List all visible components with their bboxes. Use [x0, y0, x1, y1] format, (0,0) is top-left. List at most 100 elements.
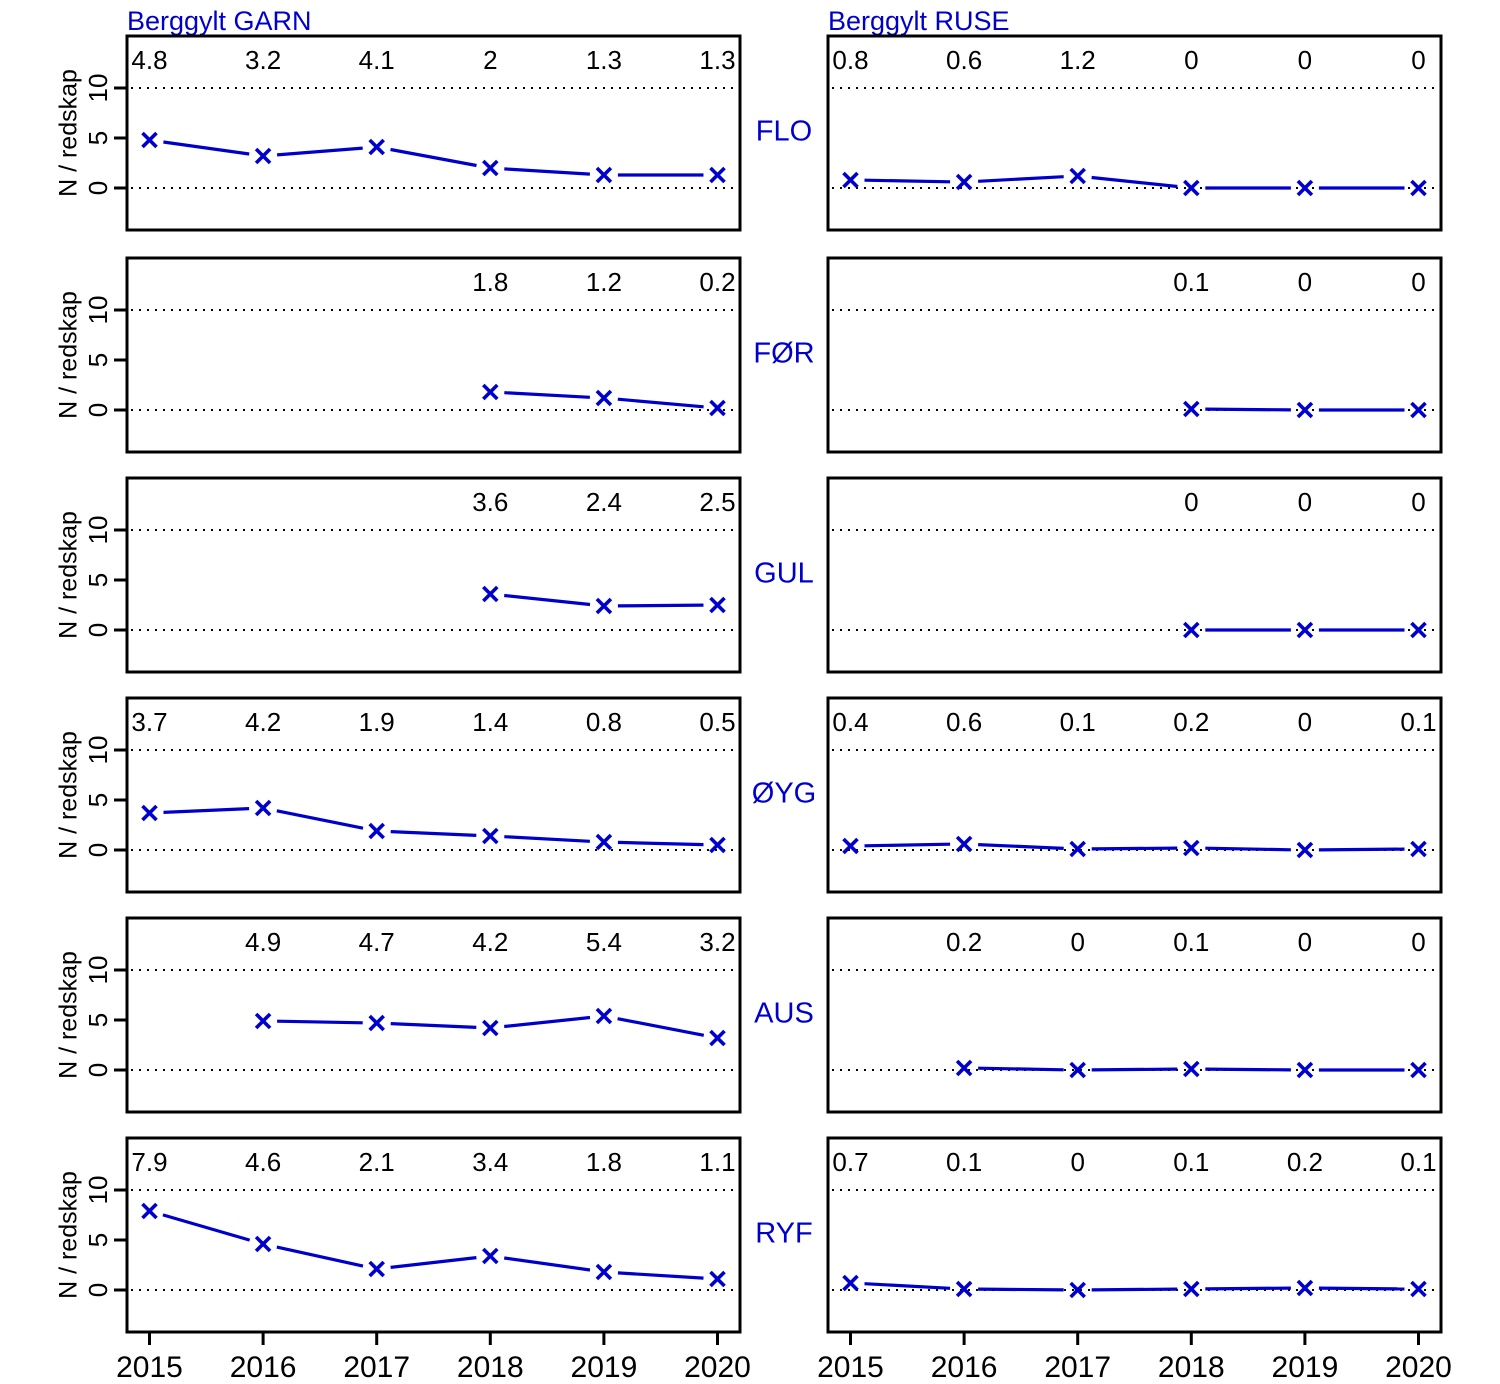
mean-line-segment [1091, 846, 1178, 851]
mean-line-segment [163, 807, 250, 814]
mean-annotation: 0.2 [1173, 707, 1209, 737]
mean-line-segment [978, 1287, 1064, 1292]
mean-annotation: 4.8 [131, 45, 167, 75]
mean-annotation: 1.4 [472, 707, 508, 737]
mean-marker-x [709, 166, 726, 184]
mean-annotation: 2 [483, 45, 497, 75]
mean-annotation: 0.1 [1173, 267, 1209, 297]
mean-annotation: 4.7 [359, 927, 395, 957]
mean-line-segment [1091, 1067, 1178, 1072]
y-tick-label: 5 [83, 1233, 113, 1247]
x-tick-label: 2018 [1158, 1351, 1225, 1384]
mean-annotation: 0 [1411, 927, 1425, 957]
panel-content-GUL-RUSE [1183, 621, 1427, 639]
panel-content-FØR-GARN [482, 383, 726, 417]
mean-marker-x [709, 836, 726, 854]
y-axis-title: N / redskap [55, 731, 83, 859]
mean-line-segment [162, 1213, 251, 1242]
y-axis-title: N / redskap [55, 511, 83, 639]
mean-marker-x [595, 1263, 613, 1281]
mean-line-segment [978, 175, 1064, 183]
mean-line-segment [617, 603, 704, 608]
mean-marker-x [709, 596, 726, 614]
y-tick-label: 10 [83, 74, 113, 103]
mean-annotation: 3.6 [472, 487, 508, 517]
mean-annotation: 0 [1184, 487, 1198, 517]
mean-annotation: 0 [1298, 927, 1312, 957]
mean-annotation: 3.2 [699, 927, 735, 957]
mean-marker-x [1183, 400, 1200, 418]
mean-marker-x [1069, 167, 1086, 185]
panel-border [826, 34, 1443, 232]
mean-annotation: 1.2 [586, 267, 622, 297]
mean-line-segment [864, 1282, 951, 1290]
panel-border [125, 1136, 742, 1334]
mean-marker-x [842, 171, 859, 189]
mean-marker-x [709, 399, 726, 417]
y-tick-label: 10 [83, 296, 113, 325]
mean-annotation: 3.2 [245, 45, 281, 75]
mean-annotation: 3.4 [472, 1147, 508, 1177]
mean-marker-x [482, 585, 499, 603]
mean-marker-x [1410, 840, 1427, 858]
mean-annotation: 4.1 [359, 45, 395, 75]
y-tick-label: 0 [83, 1063, 113, 1077]
y-axis-title: N / redskap [55, 69, 83, 197]
y-tick-label: 5 [83, 1013, 113, 1027]
mean-line-segment [163, 140, 250, 156]
mean-marker-x [141, 1202, 158, 1220]
mean-marker-x [368, 138, 385, 156]
mean-line-segment [276, 809, 364, 830]
mean-marker-x [1410, 179, 1427, 197]
y-tick-label: 0 [83, 1283, 113, 1297]
mean-marker-x [482, 1247, 499, 1265]
y-tick-label: 0 [83, 623, 113, 637]
mean-annotation: 0 [1298, 487, 1312, 517]
mean-marker-x [1296, 179, 1314, 197]
panel-border [826, 476, 1443, 674]
mean-marker-x [254, 1235, 272, 1253]
mean-line-segment [503, 1256, 591, 1272]
mean-annotation: 0.1 [1060, 707, 1096, 737]
panel-content-GUL-GARN [482, 585, 726, 615]
mean-annotation: 0.2 [946, 927, 982, 957]
mean-line-segment [1205, 1067, 1291, 1072]
mean-marker-x [141, 804, 158, 822]
mean-annotation: 1.3 [586, 45, 622, 75]
mean-annotation: 5.4 [586, 927, 622, 957]
panel-border [826, 916, 1443, 1114]
mean-marker-x [1410, 1061, 1427, 1079]
y-tick-label: 0 [83, 403, 113, 417]
mean-annotation: 7.9 [131, 1147, 167, 1177]
mean-marker-x [595, 597, 613, 615]
y-tick-label: 5 [83, 793, 113, 807]
mean-annotation: 0.4 [832, 707, 868, 737]
x-tick-label: 2016 [931, 1351, 998, 1384]
mean-annotation: 4.2 [472, 927, 508, 957]
mean-annotation: 0.1 [946, 1147, 982, 1177]
mean-marker-x [955, 1280, 973, 1298]
x-tick-label: 2018 [457, 1351, 524, 1384]
mean-marker-x [955, 835, 973, 853]
mean-line-segment [617, 1017, 705, 1037]
panel-content-RYF-RUSE [842, 1274, 1427, 1299]
mean-marker-x [1069, 1281, 1086, 1299]
mean-line-segment [1205, 1286, 1291, 1291]
mean-marker-x [1183, 1060, 1200, 1078]
mean-marker-x [1183, 621, 1200, 639]
y-tick-label: 5 [83, 131, 113, 145]
mean-marker-x [254, 799, 272, 817]
mean-annotation: 0 [1070, 927, 1084, 957]
mean-line-segment [504, 835, 590, 843]
mean-marker-x [709, 1029, 726, 1047]
mean-marker-x [482, 1019, 499, 1037]
mean-line-segment [390, 1022, 477, 1029]
x-tick-label: 2017 [343, 1351, 410, 1384]
mean-annotation: 0 [1070, 1147, 1084, 1177]
mean-annotation: 0.6 [946, 707, 982, 737]
mean-annotation: 0.7 [832, 1147, 868, 1177]
mean-line-segment [1091, 175, 1178, 189]
mean-marker-x [955, 173, 973, 191]
mean-line-segment [978, 1066, 1064, 1072]
